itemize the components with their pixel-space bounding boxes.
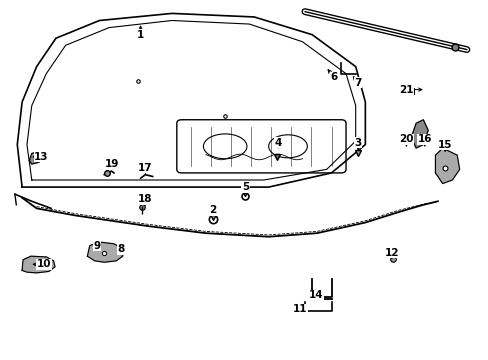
Text: 3: 3 <box>354 138 361 148</box>
Text: 10: 10 <box>37 259 51 269</box>
Text: 4: 4 <box>274 138 282 148</box>
Text: 8: 8 <box>117 244 124 254</box>
Polygon shape <box>87 242 123 262</box>
Text: 16: 16 <box>417 134 431 144</box>
Text: 1: 1 <box>137 30 144 40</box>
Polygon shape <box>29 152 41 164</box>
Text: 15: 15 <box>437 140 451 149</box>
Text: 18: 18 <box>138 194 152 204</box>
Polygon shape <box>435 148 459 184</box>
Text: 9: 9 <box>93 240 101 251</box>
Text: 19: 19 <box>104 159 119 169</box>
Text: 14: 14 <box>308 290 323 300</box>
Text: 2: 2 <box>209 205 216 215</box>
Text: 20: 20 <box>398 134 413 144</box>
Text: 5: 5 <box>242 182 248 192</box>
Text: 17: 17 <box>138 163 152 172</box>
Polygon shape <box>22 256 55 273</box>
Text: 6: 6 <box>329 72 337 82</box>
Text: 11: 11 <box>292 304 307 314</box>
Text: 13: 13 <box>34 152 49 162</box>
Polygon shape <box>410 120 427 148</box>
Text: 21: 21 <box>398 85 413 95</box>
Text: 7: 7 <box>354 77 361 87</box>
Text: 12: 12 <box>384 248 398 258</box>
